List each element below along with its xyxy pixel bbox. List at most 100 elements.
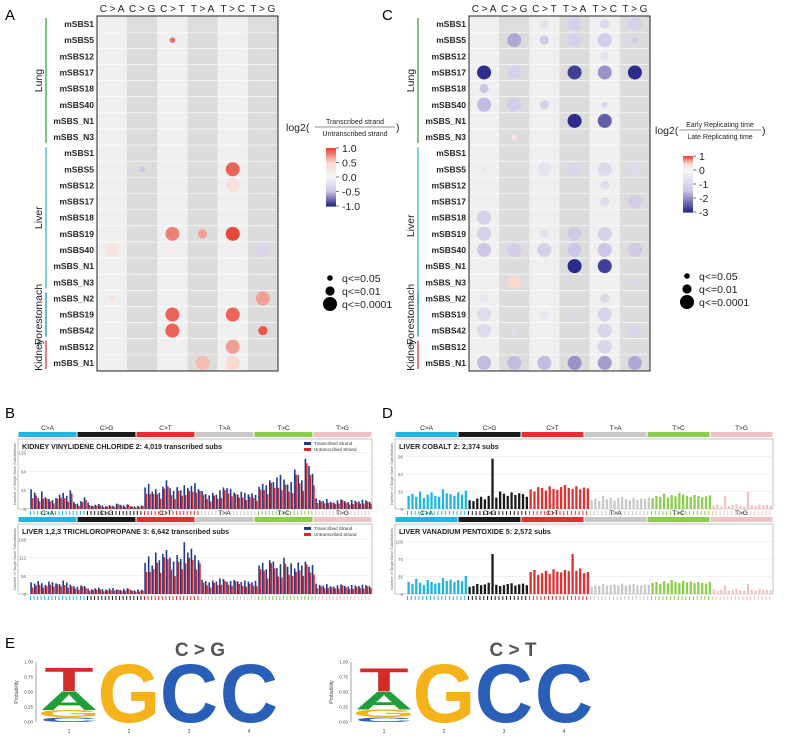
category-bar — [77, 517, 136, 522]
bar-untranscribed — [174, 499, 176, 509]
colorbar-step — [683, 179, 693, 182]
context-tick — [108, 596, 110, 600]
bar-untranscribed — [199, 563, 201, 594]
context-tick — [140, 596, 142, 600]
bar-sbs — [743, 590, 746, 594]
bar-sbs — [621, 496, 624, 509]
bar-transcribed — [94, 588, 97, 594]
category-label: T>C — [277, 510, 290, 517]
bar-transcribed — [179, 490, 182, 509]
context-tick — [211, 596, 213, 600]
context-tick — [555, 511, 557, 515]
context-tick — [332, 511, 334, 515]
colorbar-step — [326, 179, 336, 182]
bar-transcribed — [211, 492, 214, 509]
bar-transcribed — [73, 501, 75, 509]
context-tick — [715, 596, 717, 600]
bar-untranscribed — [316, 588, 319, 594]
bar-untranscribed — [334, 504, 337, 509]
category-label: C>T — [159, 425, 171, 432]
row-label: mSBS5 — [64, 164, 94, 174]
context-tick — [47, 596, 49, 600]
row-label: mSBS_N1 — [53, 358, 94, 368]
category-bar — [18, 432, 77, 437]
bar-transcribed — [204, 581, 207, 594]
size-legend-marker — [325, 286, 335, 296]
context-tick — [30, 596, 31, 600]
bar-untranscribed — [313, 574, 315, 594]
colorbar-step — [683, 198, 693, 200]
context-tick — [311, 596, 313, 600]
bar-sbs — [590, 500, 593, 509]
context-tick — [208, 511, 210, 515]
bar-sbs — [567, 488, 570, 509]
bar-untranscribed — [67, 501, 69, 509]
bar-untranscribed — [220, 497, 223, 509]
data-point — [225, 307, 240, 322]
bar-transcribed — [311, 564, 314, 594]
bar-transcribed — [265, 569, 268, 594]
context-tick — [677, 511, 679, 515]
bar-sbs — [708, 582, 711, 594]
bar-sbs — [449, 494, 452, 509]
context-tick — [479, 596, 481, 600]
colorbar-step — [326, 159, 336, 162]
category-label: C>G — [483, 425, 497, 432]
context-tick — [616, 596, 618, 600]
bar-transcribed — [130, 590, 132, 594]
category-label: T>A — [218, 425, 231, 432]
legend-title-prefix: log2( — [286, 122, 310, 134]
size-legend-label: q<=0.05 — [699, 271, 738, 283]
row-label: mSBS_N3 — [53, 132, 94, 142]
category-label: T>C — [672, 510, 685, 517]
bar-sbs — [598, 586, 601, 594]
context-tick — [734, 511, 736, 515]
context-tick — [498, 596, 500, 600]
bar-transcribed — [90, 505, 93, 509]
context-tick — [336, 596, 338, 600]
bar-transcribed — [233, 492, 235, 509]
context-tick — [483, 511, 485, 515]
bar-untranscribed — [370, 588, 372, 594]
context-tick — [582, 596, 584, 600]
bar-sbs — [582, 487, 586, 509]
data-point — [567, 259, 582, 274]
bar-sbs — [563, 484, 567, 509]
strand-legend-swatch — [304, 448, 311, 451]
bar-untranscribed — [74, 588, 77, 594]
context-tick — [37, 511, 39, 515]
bar-untranscribed — [156, 562, 159, 594]
data-point — [571, 311, 578, 318]
panel-letter-d: D — [382, 405, 393, 422]
bar-untranscribed — [355, 502, 358, 509]
bar-transcribed — [304, 458, 307, 509]
row-label: mSBS_N1 — [425, 261, 466, 271]
bar-untranscribed — [124, 590, 126, 594]
context-tick — [58, 511, 60, 515]
bar-sbs — [472, 586, 475, 594]
context-tick — [208, 596, 210, 600]
bar-transcribed — [108, 505, 111, 509]
bar-untranscribed — [320, 501, 322, 509]
bar-sbs — [640, 498, 643, 509]
bar-untranscribed — [295, 571, 297, 594]
context-tick — [215, 511, 217, 515]
data-point — [507, 275, 522, 290]
data-point — [597, 259, 612, 274]
bar-untranscribed — [92, 506, 94, 509]
bar-transcribed — [340, 584, 342, 594]
bar-sbs — [617, 585, 620, 594]
bar-untranscribed — [302, 576, 305, 594]
context-tick — [211, 511, 213, 515]
bar-untranscribed — [92, 589, 94, 594]
bar-sbs — [735, 504, 738, 509]
context-tick — [708, 596, 710, 600]
bar-untranscribed — [120, 590, 123, 594]
context-tick — [161, 511, 163, 515]
context-tick — [574, 596, 576, 600]
context-tick — [104, 511, 106, 515]
bar-untranscribed — [327, 588, 330, 594]
bar-untranscribed — [42, 498, 45, 509]
bar-untranscribed — [306, 463, 308, 509]
context-tick — [329, 596, 331, 600]
